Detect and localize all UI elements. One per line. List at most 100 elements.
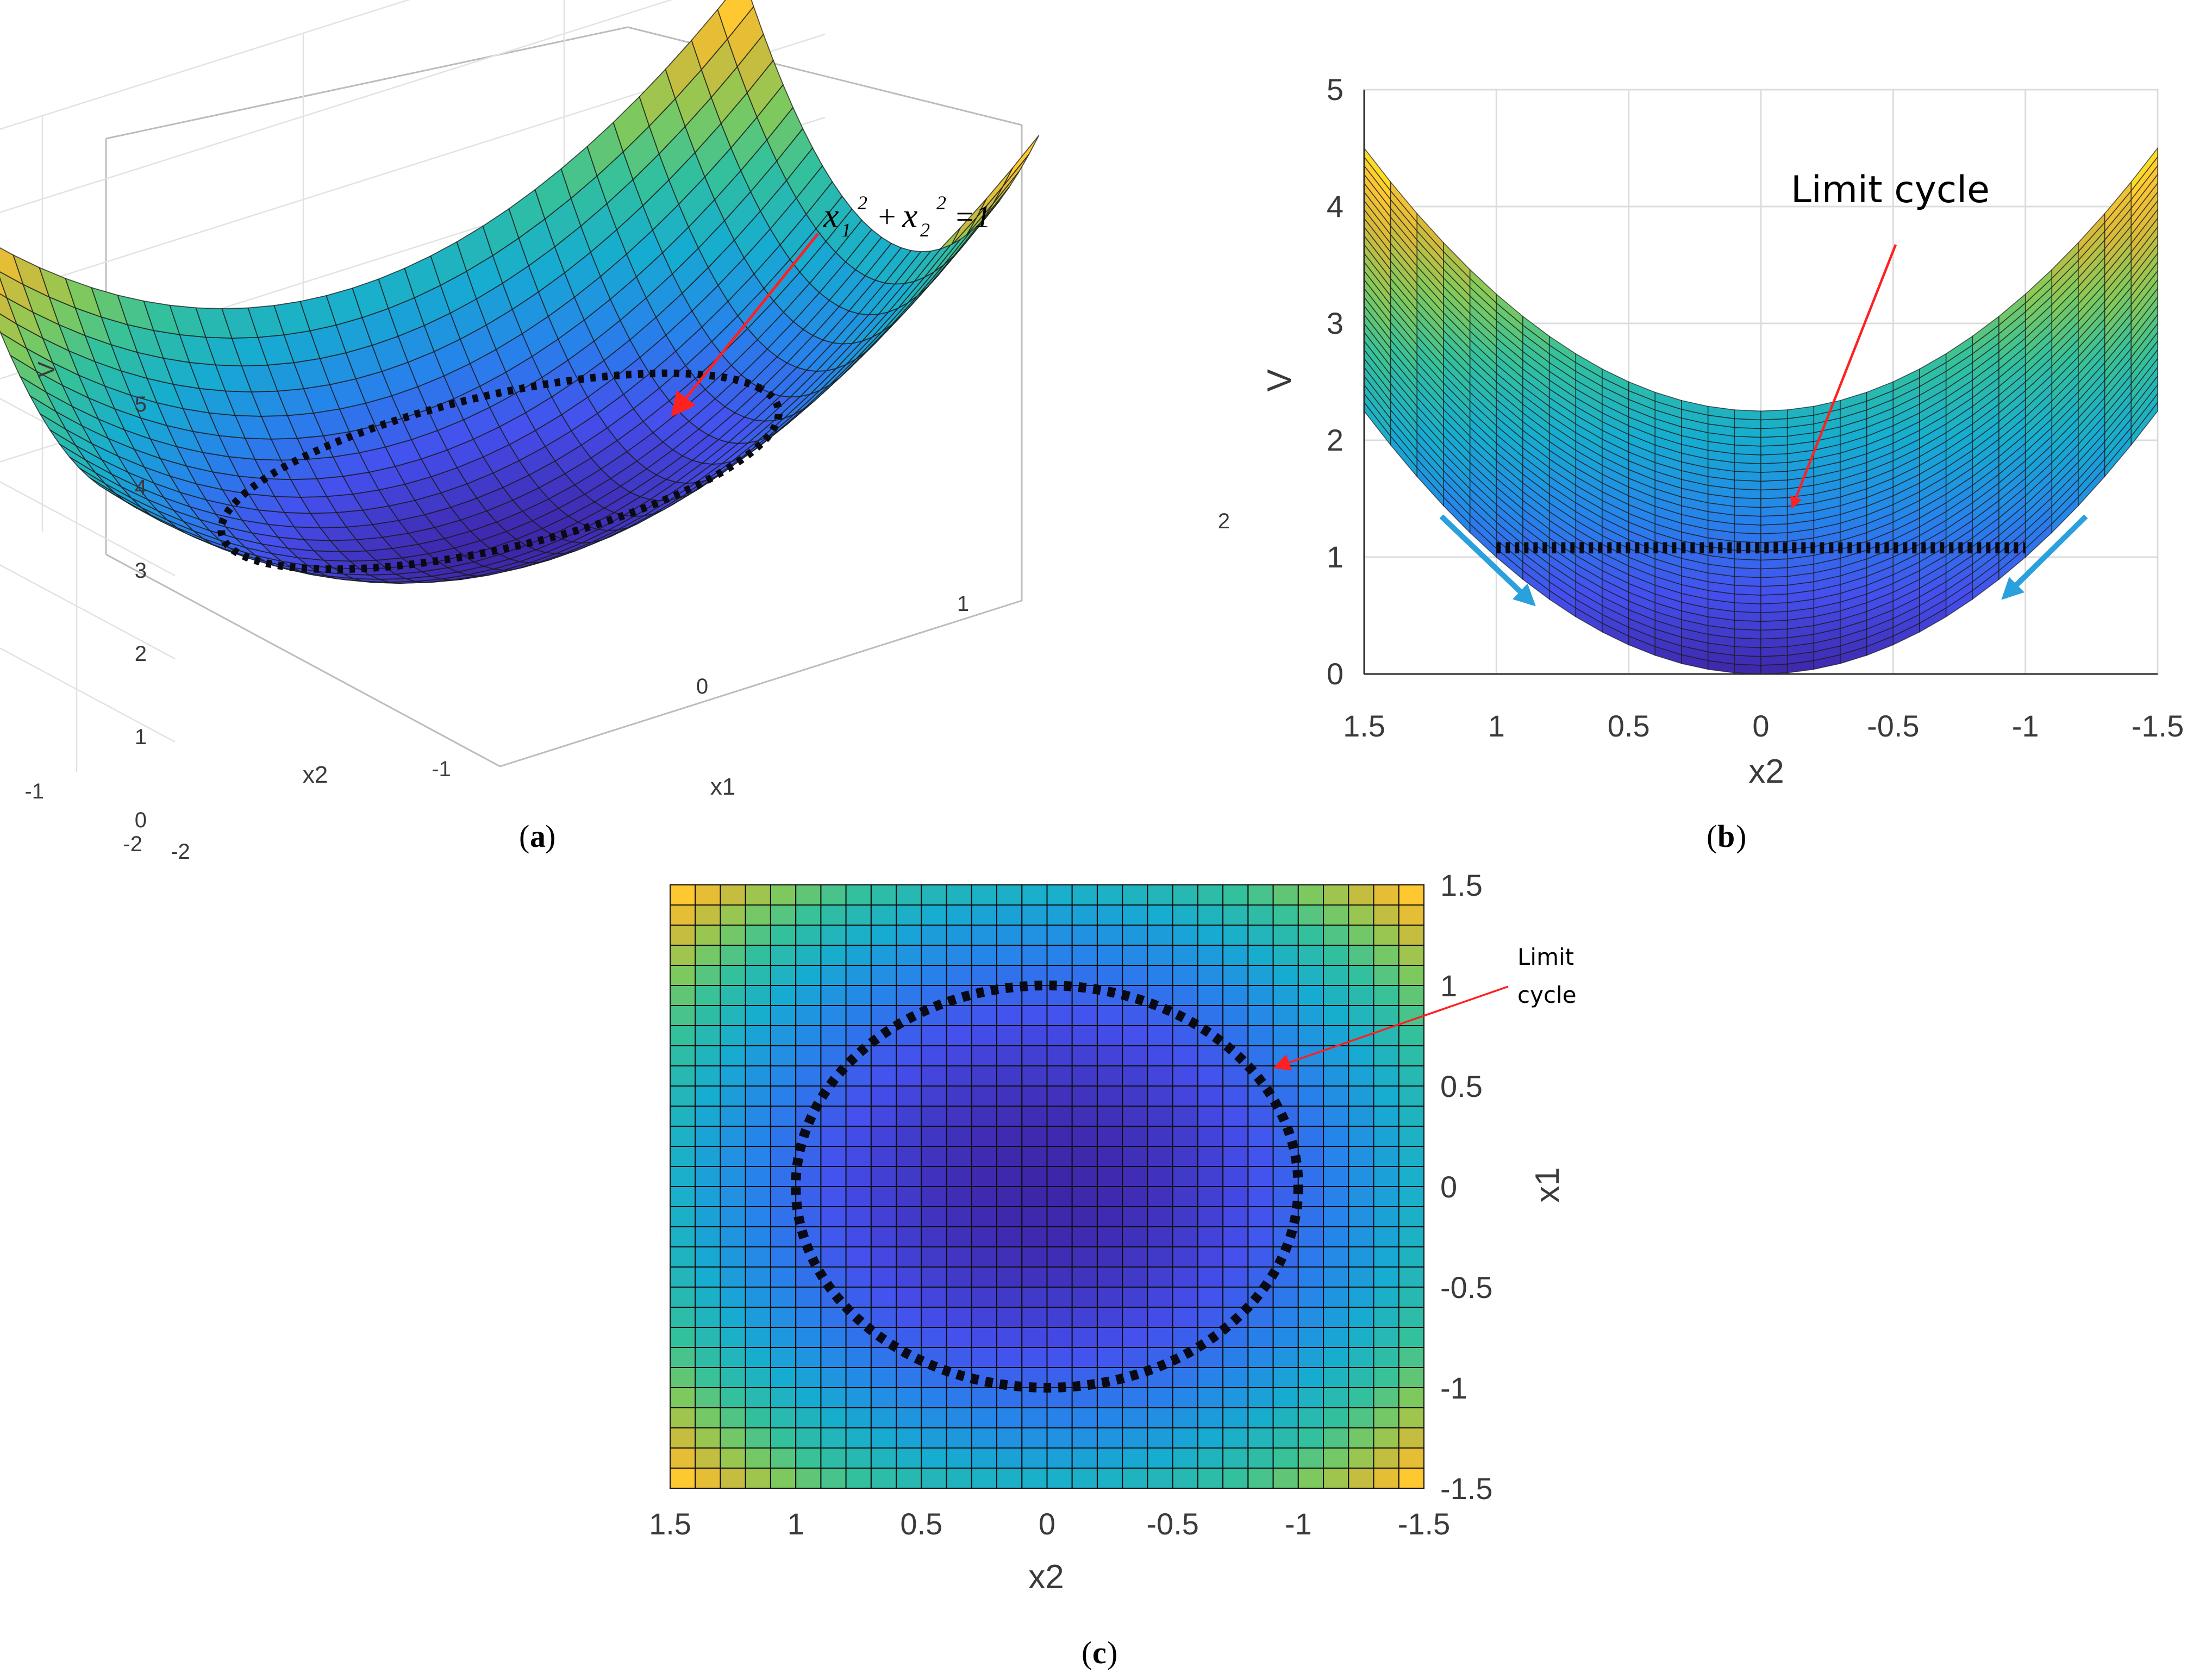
- svg-text:=1: =1: [954, 199, 991, 234]
- panel-c-heatmap-cell: [971, 1045, 998, 1066]
- panel-c-heatmap-cell: [720, 1327, 746, 1348]
- panel-c-heatmap-cell: [695, 1287, 721, 1308]
- panel-c-heatmap-cell: [971, 1287, 998, 1308]
- panel-c-heatmap-cell: [1097, 1126, 1123, 1147]
- panel-c-heatmap-cell: [1297, 1146, 1324, 1167]
- panel-c-heatmap-cell: [795, 1347, 822, 1368]
- panel-b-x-tick: 0.5: [1608, 709, 1650, 743]
- panel-c-tick-labels: 1.5 1 0.5 0 -0.5 -1 -1.5 1.5 1 0.5 0 -0.5 -1 -1.5: [649, 868, 1492, 1541]
- panel-b-surface-quad: [1734, 444, 1761, 455]
- panel-c-heatmap-cell: [971, 1347, 998, 1368]
- panel-c-heatmap-cell: [946, 1327, 972, 1348]
- panel-c-heatmap-cell: [795, 1025, 822, 1046]
- panel-c-heatmap-cell: [1297, 1347, 1324, 1368]
- panel-c-heatmap-cell: [720, 1407, 746, 1428]
- panel-c-heatmap-cell: [1147, 1307, 1173, 1328]
- panel-a-x2-axis-label: x2: [303, 762, 328, 788]
- panel-c-heatmap-cell: [1046, 1447, 1073, 1469]
- panel-c-heatmap-cell: [1097, 1307, 1123, 1328]
- panel-c-heatmap-cell: [1021, 1246, 1048, 1268]
- panel-c-heatmap-cell: [1297, 1005, 1324, 1026]
- panel-c-heatmap-cell: [770, 1246, 797, 1268]
- panel-c-heatmap-cell: [921, 1186, 947, 1207]
- svg-text:(: (: [1707, 819, 1717, 854]
- panel-c-y-tick: -1: [1440, 1371, 1467, 1405]
- panel-c-heatmap-cell: [670, 1327, 696, 1348]
- svg-text:(: (: [1082, 1635, 1092, 1670]
- panel-c-heatmap-cell: [1147, 1166, 1173, 1187]
- panel-c-heatmap-cell: [845, 884, 872, 906]
- panel-c-heatmap-cell: [695, 1447, 721, 1469]
- panel-c-heatmap-cell: [921, 1447, 947, 1469]
- panel-a-z-tick: 1: [135, 725, 147, 749]
- panel-c-heatmap-cell: [670, 1106, 696, 1127]
- panel-b-surface-quad: [1734, 663, 1761, 675]
- panel-c-heatmap-cell: [670, 1387, 696, 1408]
- panel-c-y-tick: 0: [1440, 1170, 1457, 1204]
- panel-c-heatmap-cell: [745, 965, 771, 986]
- panel-c-heatmap-cell: [1097, 904, 1123, 926]
- panel-c-heatmap-cell: [1297, 1447, 1324, 1469]
- panel-c-heatmap-cell: [820, 884, 847, 906]
- panel-c-heatmap-cell: [1097, 1468, 1123, 1489]
- panel-c-heatmap-cell: [1046, 1246, 1073, 1268]
- panel-c-heatmap-cell: [1172, 945, 1198, 966]
- panel-c-heatmap-cell: [946, 1025, 972, 1046]
- panel-c-heatmap-cell: [1373, 925, 1399, 946]
- panel-c-heatmap-cell: [996, 1287, 1023, 1308]
- panel-c-heatmap-cell: [720, 1287, 746, 1308]
- panel-c-heatmap-cell: [795, 1427, 822, 1449]
- panel-c-heatmap-cell: [1272, 945, 1299, 966]
- panel-c-heatmap-cell: [1348, 1367, 1374, 1388]
- panel-c-heatmap-cell: [1222, 1025, 1249, 1046]
- panel-c-heatmap-cell: [1071, 1307, 1098, 1328]
- panel-c-heatmap-cell: [1172, 1226, 1198, 1247]
- panel-c-heatmap-cell: [1348, 1468, 1374, 1489]
- panel-c-heatmap-cell: [1122, 1146, 1148, 1167]
- panel-c-heatmap-cell: [1122, 1045, 1148, 1066]
- panel-c-heatmap-cell: [695, 1226, 721, 1247]
- panel-c-heatmap-cell: [670, 1447, 696, 1469]
- panel-c-annotation-arrow: [1273, 985, 1509, 1071]
- panel-c-heatmap-cell: [971, 1266, 998, 1288]
- panel-c-heatmap-cell: [1323, 1085, 1349, 1107]
- panel-c-heatmap-cell: [1348, 1146, 1374, 1167]
- panel-c-heatmap-cell: [820, 1347, 847, 1368]
- panel-c-heatmap-cell: [1071, 1347, 1098, 1368]
- panel-c-heatmap-cell: [996, 1166, 1023, 1187]
- panel-b-surface-quad: [1760, 453, 1788, 464]
- panel-c-heatmap-cell: [1398, 1166, 1425, 1187]
- panel-b-surface-quad: [1734, 532, 1761, 543]
- panel-b-surface-quad: [1760, 593, 1788, 604]
- panel-c-heatmap-cell: [820, 1206, 847, 1227]
- panel-c-heatmap-cell: [1197, 1387, 1224, 1408]
- panel-b-surface-quad: [1734, 471, 1761, 482]
- panel-b-surface-quad: [1734, 488, 1761, 500]
- panel-c-heatmap-cell: [870, 1226, 897, 1247]
- panel-c-heatmap-cell: [896, 1085, 922, 1107]
- panel-c-heatmap-cell: [996, 1407, 1023, 1428]
- panel-c-heatmap-cell: [820, 904, 847, 926]
- panel-c-heatmap-cell: [1147, 945, 1173, 966]
- panel-c-heatmap-cell: [1197, 965, 1224, 986]
- panel-c-heatmap-cell: [921, 1266, 947, 1288]
- panel-c-heatmap-cell: [1197, 1226, 1224, 1247]
- panel-c-heatmap-cell: [1021, 1025, 1048, 1046]
- panel-a-z-tick: 4: [135, 476, 147, 500]
- panel-c-heatmap-cell: [1297, 1246, 1324, 1268]
- panel-c-heatmap-cell: [770, 904, 797, 926]
- panel-c-heatmap-cell: [1197, 1126, 1224, 1147]
- panel-c-heatmap-cell: [820, 945, 847, 966]
- panel-c-heatmap-cell: [921, 1307, 947, 1328]
- panel-c-heatmap-cell: [1297, 884, 1324, 906]
- panel-c-heatmap-cell: [770, 1387, 797, 1408]
- panel-c-heatmap-cell: [795, 1266, 822, 1288]
- panel-c-heatmap-cell: [1348, 1025, 1374, 1046]
- panel-c-heatmap-cell: [1197, 884, 1224, 906]
- panel-c-heatmap-cell: [1071, 1266, 1098, 1288]
- panel-c-heatmap-cell: [770, 1085, 797, 1107]
- panel-a-limit-cycle-path: [217, 369, 783, 573]
- panel-c-y-tick: 0.5: [1440, 1069, 1483, 1103]
- svg-text:x: x: [902, 196, 917, 235]
- panel-c-heatmap-cell: [1122, 1025, 1148, 1046]
